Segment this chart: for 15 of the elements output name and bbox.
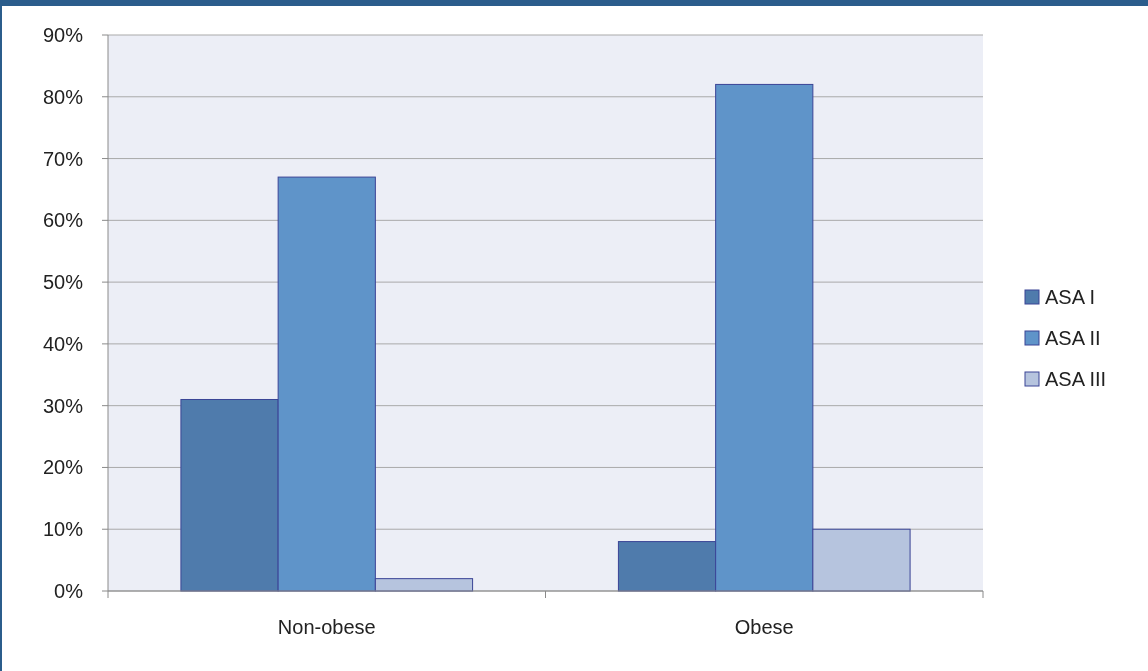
y-tick-label: 80% [42,85,84,108]
x-tick-label: Non-obese [277,616,376,638]
y-tick-label: 30% [42,394,84,417]
x-tick-label: Obese [734,616,794,638]
y-tick-label: 90% [42,24,84,46]
y-tick-label: 0% [54,580,84,602]
y-tick-label: 60% [42,209,84,232]
y-tick-label: 50% [42,271,84,294]
y-tick-label: 40% [42,332,84,355]
legend-label: ASA I [1045,286,1096,308]
legend-label: ASA II [1045,327,1101,349]
legend-label: ASA III [1045,368,1107,390]
y-tick-label: 10% [42,518,84,541]
y-tick-label: 20% [42,456,84,479]
y-tick-label: 70% [42,147,84,170]
